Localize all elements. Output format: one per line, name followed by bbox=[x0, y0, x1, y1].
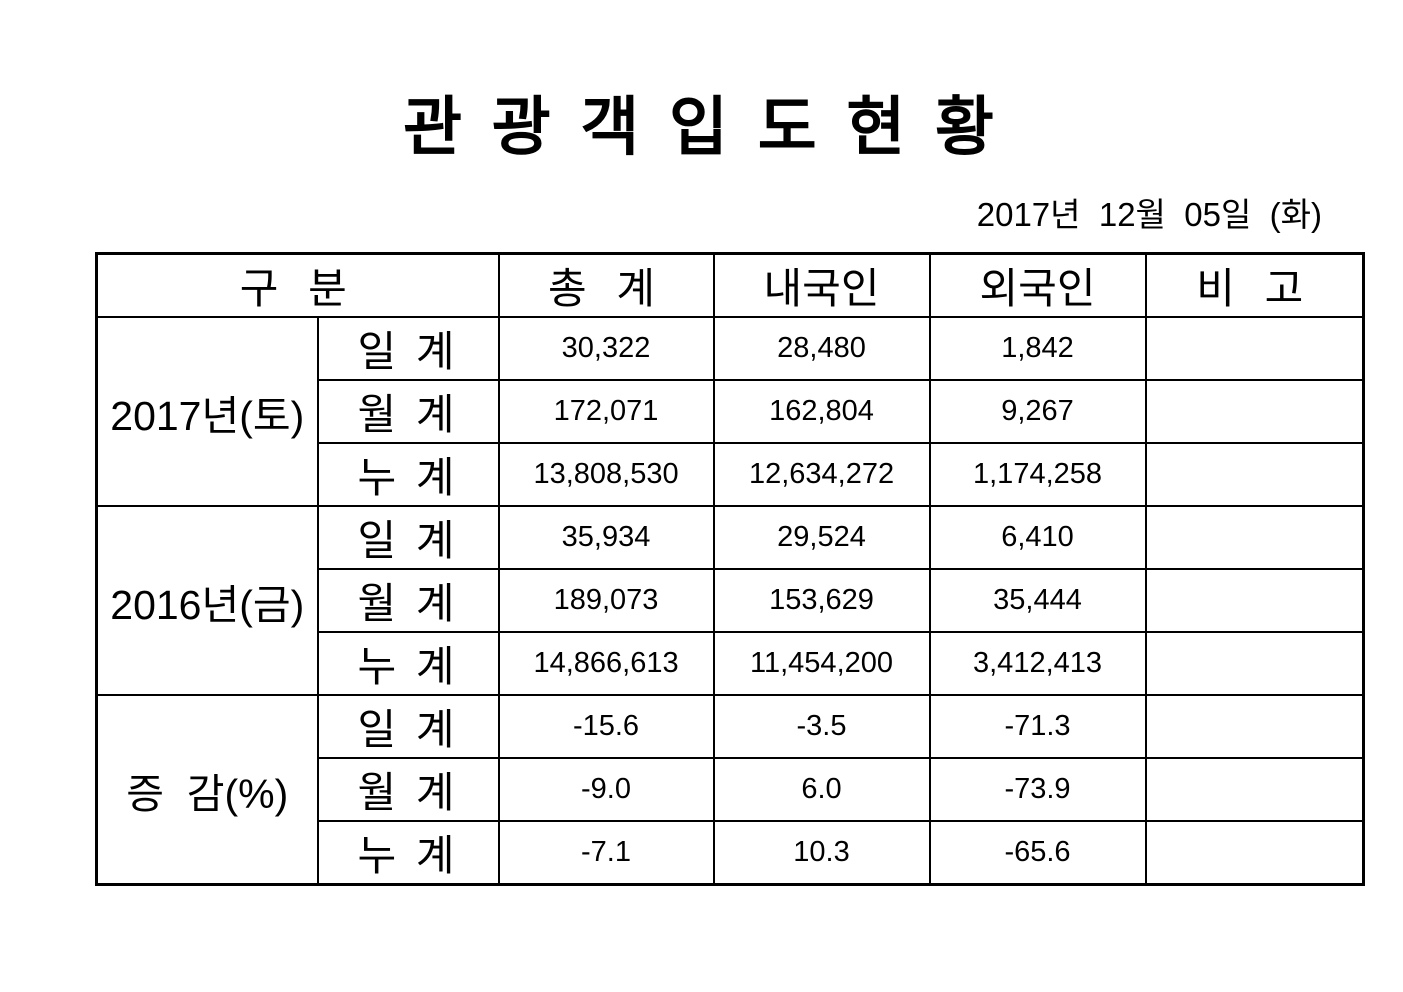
row-type-cell: 누 계 bbox=[316, 820, 500, 886]
table-row: 2016년(금) 일 계 35,934 29,524 6,410 bbox=[95, 505, 1365, 697]
note-cell bbox=[1144, 757, 1365, 823]
header-foreign: 외국인 bbox=[928, 252, 1147, 319]
total-cell: 189,073 bbox=[497, 568, 715, 634]
domestic-cell: -3.5 bbox=[712, 694, 931, 760]
domestic-cell: 6.0 bbox=[712, 757, 931, 823]
table-row: 월 계 189,073 153,629 35,444 bbox=[97, 568, 1365, 634]
foreign-cell: 3,412,413 bbox=[928, 631, 1147, 697]
row-type-cell: 누 계 bbox=[316, 631, 500, 697]
table-row: 월 계 172,071 162,804 9,267 bbox=[97, 379, 1365, 445]
row-type-cell: 일 계 bbox=[316, 505, 500, 571]
header-total: 총 계 bbox=[497, 252, 715, 319]
report-date: 2017년 12월 05일 (화) bbox=[976, 196, 1322, 234]
total-cell: -15.6 bbox=[497, 694, 715, 760]
total-cell: -7.1 bbox=[497, 820, 715, 886]
note-cell bbox=[1144, 694, 1365, 760]
domestic-cell: 12,634,272 bbox=[712, 442, 931, 508]
table-row: 증 감(%) 일 계 -15.6 -3.5 -71.3 bbox=[95, 694, 1365, 886]
total-cell: -9.0 bbox=[497, 757, 715, 823]
table-row: 월 계 -9.0 6.0 -73.9 bbox=[97, 757, 1365, 823]
domestic-cell: 11,454,200 bbox=[712, 631, 931, 697]
total-cell: 13,808,530 bbox=[497, 442, 715, 508]
table-row: 누 계 13,808,530 12,634,272 1,174,258 bbox=[97, 442, 1365, 508]
header-domestic: 내국인 bbox=[712, 252, 931, 319]
foreign-cell: -73.9 bbox=[928, 757, 1147, 823]
foreign-cell: 9,267 bbox=[928, 379, 1147, 445]
table-row: 2017년(토) 일 계 30,322 28,480 1,842 bbox=[95, 316, 1365, 508]
row-type-cell: 누 계 bbox=[316, 442, 500, 508]
total-cell: 30,322 bbox=[497, 316, 715, 382]
foreign-cell: 6,410 bbox=[928, 505, 1147, 571]
group-label-change: 증 감(%) bbox=[95, 694, 319, 886]
row-type-cell: 월 계 bbox=[316, 379, 500, 445]
header-note: 비 고 bbox=[1144, 252, 1365, 319]
total-cell: 14,866,613 bbox=[497, 631, 715, 697]
document-page: 관 광 객 입 도 현 황 2017년 12월 05일 (화) 구 분 총 계 … bbox=[0, 92, 1403, 992]
note-cell bbox=[1144, 505, 1365, 571]
domestic-cell: 10.3 bbox=[712, 820, 931, 886]
total-cell: 35,934 bbox=[497, 505, 715, 571]
note-cell bbox=[1144, 820, 1365, 886]
page-title: 관 광 객 입 도 현 황 bbox=[403, 91, 1000, 163]
table-row: 누 계 14,866,613 11,454,200 3,412,413 bbox=[97, 631, 1365, 697]
foreign-cell: -65.6 bbox=[928, 820, 1147, 886]
domestic-cell: 162,804 bbox=[712, 379, 931, 445]
domestic-cell: 28,480 bbox=[712, 316, 931, 382]
table-row: 누 계 -7.1 10.3 -65.6 bbox=[97, 820, 1365, 886]
domestic-cell: 29,524 bbox=[712, 505, 931, 571]
note-cell bbox=[1144, 631, 1365, 697]
group-label-2016: 2016년(금) bbox=[95, 505, 319, 697]
foreign-cell: 1,174,258 bbox=[928, 442, 1147, 508]
foreign-cell: 1,842 bbox=[928, 316, 1147, 382]
note-cell bbox=[1144, 442, 1365, 508]
header-category: 구 분 bbox=[95, 252, 500, 319]
row-type-cell: 일 계 bbox=[316, 316, 500, 382]
header-row: 구 분 총 계 내국인 외국인 비 고 bbox=[95, 252, 1365, 319]
note-cell bbox=[1144, 316, 1365, 382]
row-type-cell: 일 계 bbox=[316, 694, 500, 760]
tourist-arrivals-table: 구 분 총 계 내국인 외국인 비 고 2017년(토) 일 계 30,322 … bbox=[95, 252, 1366, 887]
total-cell: 172,071 bbox=[497, 379, 715, 445]
note-cell bbox=[1144, 568, 1365, 634]
row-type-cell: 월 계 bbox=[316, 757, 500, 823]
group-label-2017: 2017년(토) bbox=[95, 316, 319, 508]
foreign-cell: -71.3 bbox=[928, 694, 1147, 760]
foreign-cell: 35,444 bbox=[928, 568, 1147, 634]
domestic-cell: 153,629 bbox=[712, 568, 931, 634]
note-cell bbox=[1144, 379, 1365, 445]
row-type-cell: 월 계 bbox=[316, 568, 500, 634]
